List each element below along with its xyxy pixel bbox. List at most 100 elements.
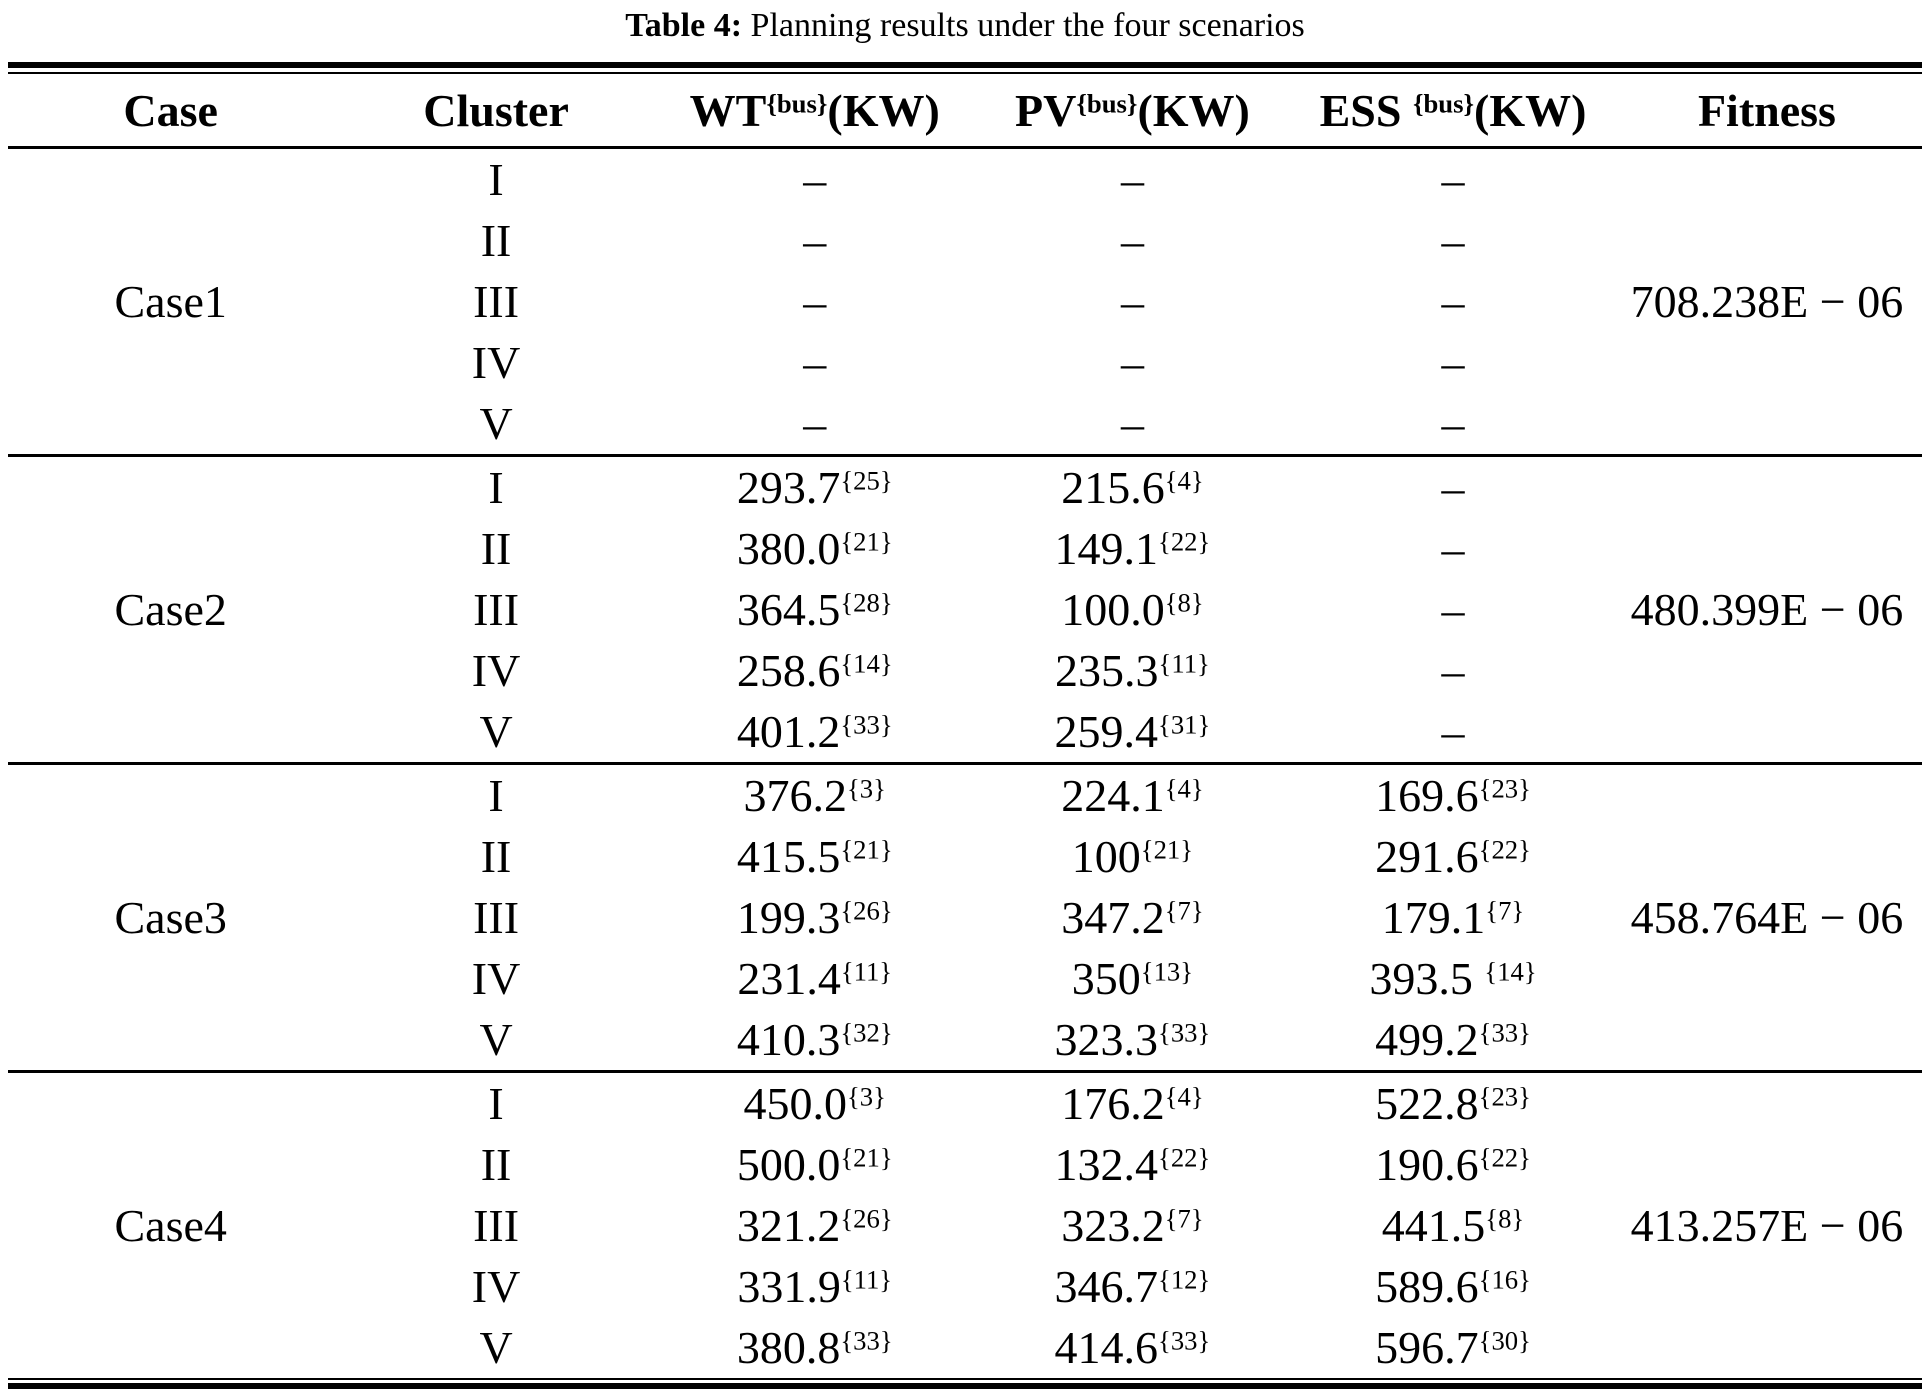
table-row: Case2 I 293.7{25} 215.6{4} –480.399E − 06 <box>8 456 1922 635</box>
col-header-wt-unit: (KW) <box>827 84 940 136</box>
table-row: V 410.3{32} 323.3{33} 499.2{33} <box>8 1009 1922 1072</box>
table-caption: Table 4: Planning results under the four… <box>0 0 1930 46</box>
pv-value: 176.2 <box>1061 1078 1165 1129</box>
wt-cell: 500.0{21} <box>659 1134 971 1195</box>
pv-cell: 149.1{22} <box>971 518 1294 579</box>
section-case2: Case2 I 293.7{25} 215.6{4} –480.399E − 06 II 3… <box>8 455 1922 764</box>
cluster-cell: IV <box>471 1261 521 1312</box>
cluster-cell: IV <box>471 953 521 1004</box>
ess-value: – <box>1441 337 1465 388</box>
ess-cell: 596.7{30} <box>1294 1317 1612 1378</box>
pv-value: 414.6 <box>1054 1322 1159 1373</box>
pv-value: 235.3 <box>1055 645 1159 696</box>
cluster-cell: I <box>488 154 504 205</box>
wt-cell: 293.7{25} <box>659 456 971 519</box>
pv-bus-superscript: {12} <box>1158 1264 1211 1295</box>
wt-bus-superscript: {11} <box>840 1264 893 1295</box>
pv-cell: 235.3{11} <box>971 640 1294 701</box>
pv-cell: – <box>971 393 1294 456</box>
pv-value: 346.7 <box>1054 1261 1159 1312</box>
pv-bus-superscript: {33} <box>1158 1325 1211 1356</box>
wt-value: 231.4 <box>737 953 841 1004</box>
ess-value: – <box>1441 215 1465 266</box>
ess-cell: 169.6{23} <box>1294 764 1612 827</box>
pv-value: – <box>1120 398 1144 449</box>
table-row: II 380.0{21} 149.1{22} – <box>8 518 1922 579</box>
wt-value: 364.5 <box>736 584 841 635</box>
pv-cell: 323.3{33} <box>971 1009 1294 1072</box>
bus-superscript: {bus} <box>766 88 828 119</box>
ess-value: – <box>1441 523 1465 574</box>
col-header-ess-name: ESS <box>1319 84 1413 136</box>
ess-cell: 441.5{8} <box>1294 1195 1612 1256</box>
wt-cell: – <box>659 393 971 456</box>
case-cell: Case1 <box>114 276 227 327</box>
cluster-cell: III <box>473 276 520 327</box>
ess-value: – <box>1441 154 1465 205</box>
pv-cell: 347.2{7} <box>971 887 1294 948</box>
ess-bus-superscript: {23} <box>1478 773 1531 804</box>
wt-value: 380.0 <box>736 523 841 574</box>
pv-value: – <box>1120 276 1144 327</box>
ess-value: 169.6 <box>1375 770 1479 821</box>
pv-bus-superscript: {7} <box>1164 895 1204 926</box>
ess-value: – <box>1441 462 1465 513</box>
ess-value: 190.6 <box>1375 1139 1479 1190</box>
wt-value: 376.2 <box>743 770 848 821</box>
fitness-cell: 480.399E − 06 <box>1630 584 1904 635</box>
pv-value: 215.6 <box>1061 462 1165 513</box>
wt-value: 331.9 <box>737 1261 841 1312</box>
case-cell: Case4 <box>114 1200 227 1251</box>
ess-value: – <box>1441 584 1465 635</box>
col-header-wt-name: WT <box>689 84 767 136</box>
wt-bus-superscript: {28} <box>840 587 893 618</box>
pv-cell: 259.4{31} <box>971 701 1294 764</box>
table-bottom-rule <box>8 1378 1922 1389</box>
pv-bus-superscript: {31} <box>1158 709 1211 740</box>
ess-value: 499.2 <box>1375 1014 1479 1065</box>
pv-value: 149.1 <box>1054 523 1159 574</box>
ess-value: – <box>1441 398 1465 449</box>
wt-cell: 331.9{11} <box>659 1256 971 1317</box>
wt-bus-superscript: {14} <box>840 648 893 679</box>
table-row: III 364.5{28} 100.0{8} – <box>8 579 1922 640</box>
ess-value: 291.6 <box>1375 831 1479 882</box>
section-case3: Case3 I 376.2{3} 224.1{4} 169.6{23} 458.764E … <box>8 763 1922 1072</box>
ess-bus-superscript: {30} <box>1478 1325 1531 1356</box>
ess-cell: – <box>1294 640 1612 701</box>
wt-value: 199.3 <box>736 892 841 943</box>
wt-value: 293.7 <box>736 462 841 513</box>
bus-superscript: {bus} <box>1412 88 1475 119</box>
wt-bus-superscript: {26} <box>840 895 893 926</box>
ess-bus-superscript: {33} <box>1478 1017 1531 1048</box>
case-cell: Case3 <box>114 892 227 943</box>
wt-bus-superscript: {21} <box>840 834 893 865</box>
ess-bus-superscript: {14} <box>1484 956 1537 987</box>
table-row: II 500.0{21} 132.4{22} 190.6{22} <box>8 1134 1922 1195</box>
cluster-cell: IV <box>471 645 521 696</box>
pv-cell: 346.7{12} <box>971 1256 1294 1317</box>
pv-bus-superscript: {13} <box>1140 956 1194 987</box>
wt-cell: 258.6{14} <box>659 640 971 701</box>
case-cell: Case2 <box>114 584 227 635</box>
wt-cell: – <box>659 271 971 332</box>
wt-bus-superscript: {21} <box>840 1142 893 1173</box>
wt-value: 415.5 <box>736 831 841 882</box>
pv-value: 347.2 <box>1061 892 1165 943</box>
fitness-cell: 708.238E − 06 <box>1630 276 1904 327</box>
ess-value: 441.5 <box>1381 1200 1486 1251</box>
ess-value: 522.8 <box>1375 1078 1479 1129</box>
ess-cell: – <box>1294 148 1612 211</box>
ess-cell: 499.2{33} <box>1294 1009 1612 1072</box>
cluster-cell: V <box>479 1322 513 1373</box>
pv-cell: 215.6{4} <box>971 456 1294 519</box>
cluster-cell: II <box>480 523 512 574</box>
pv-bus-superscript: {4} <box>1164 465 1204 496</box>
table-row: IV – – – <box>8 332 1922 393</box>
ess-cell: 393.5 {14} <box>1294 948 1612 1009</box>
pv-cell: 414.6{33} <box>971 1317 1294 1378</box>
table-caption-label: Table 4: <box>625 7 743 44</box>
ess-value: – <box>1441 276 1465 327</box>
wt-cell: 376.2{3} <box>659 764 971 827</box>
cluster-cell: IV <box>471 337 521 388</box>
